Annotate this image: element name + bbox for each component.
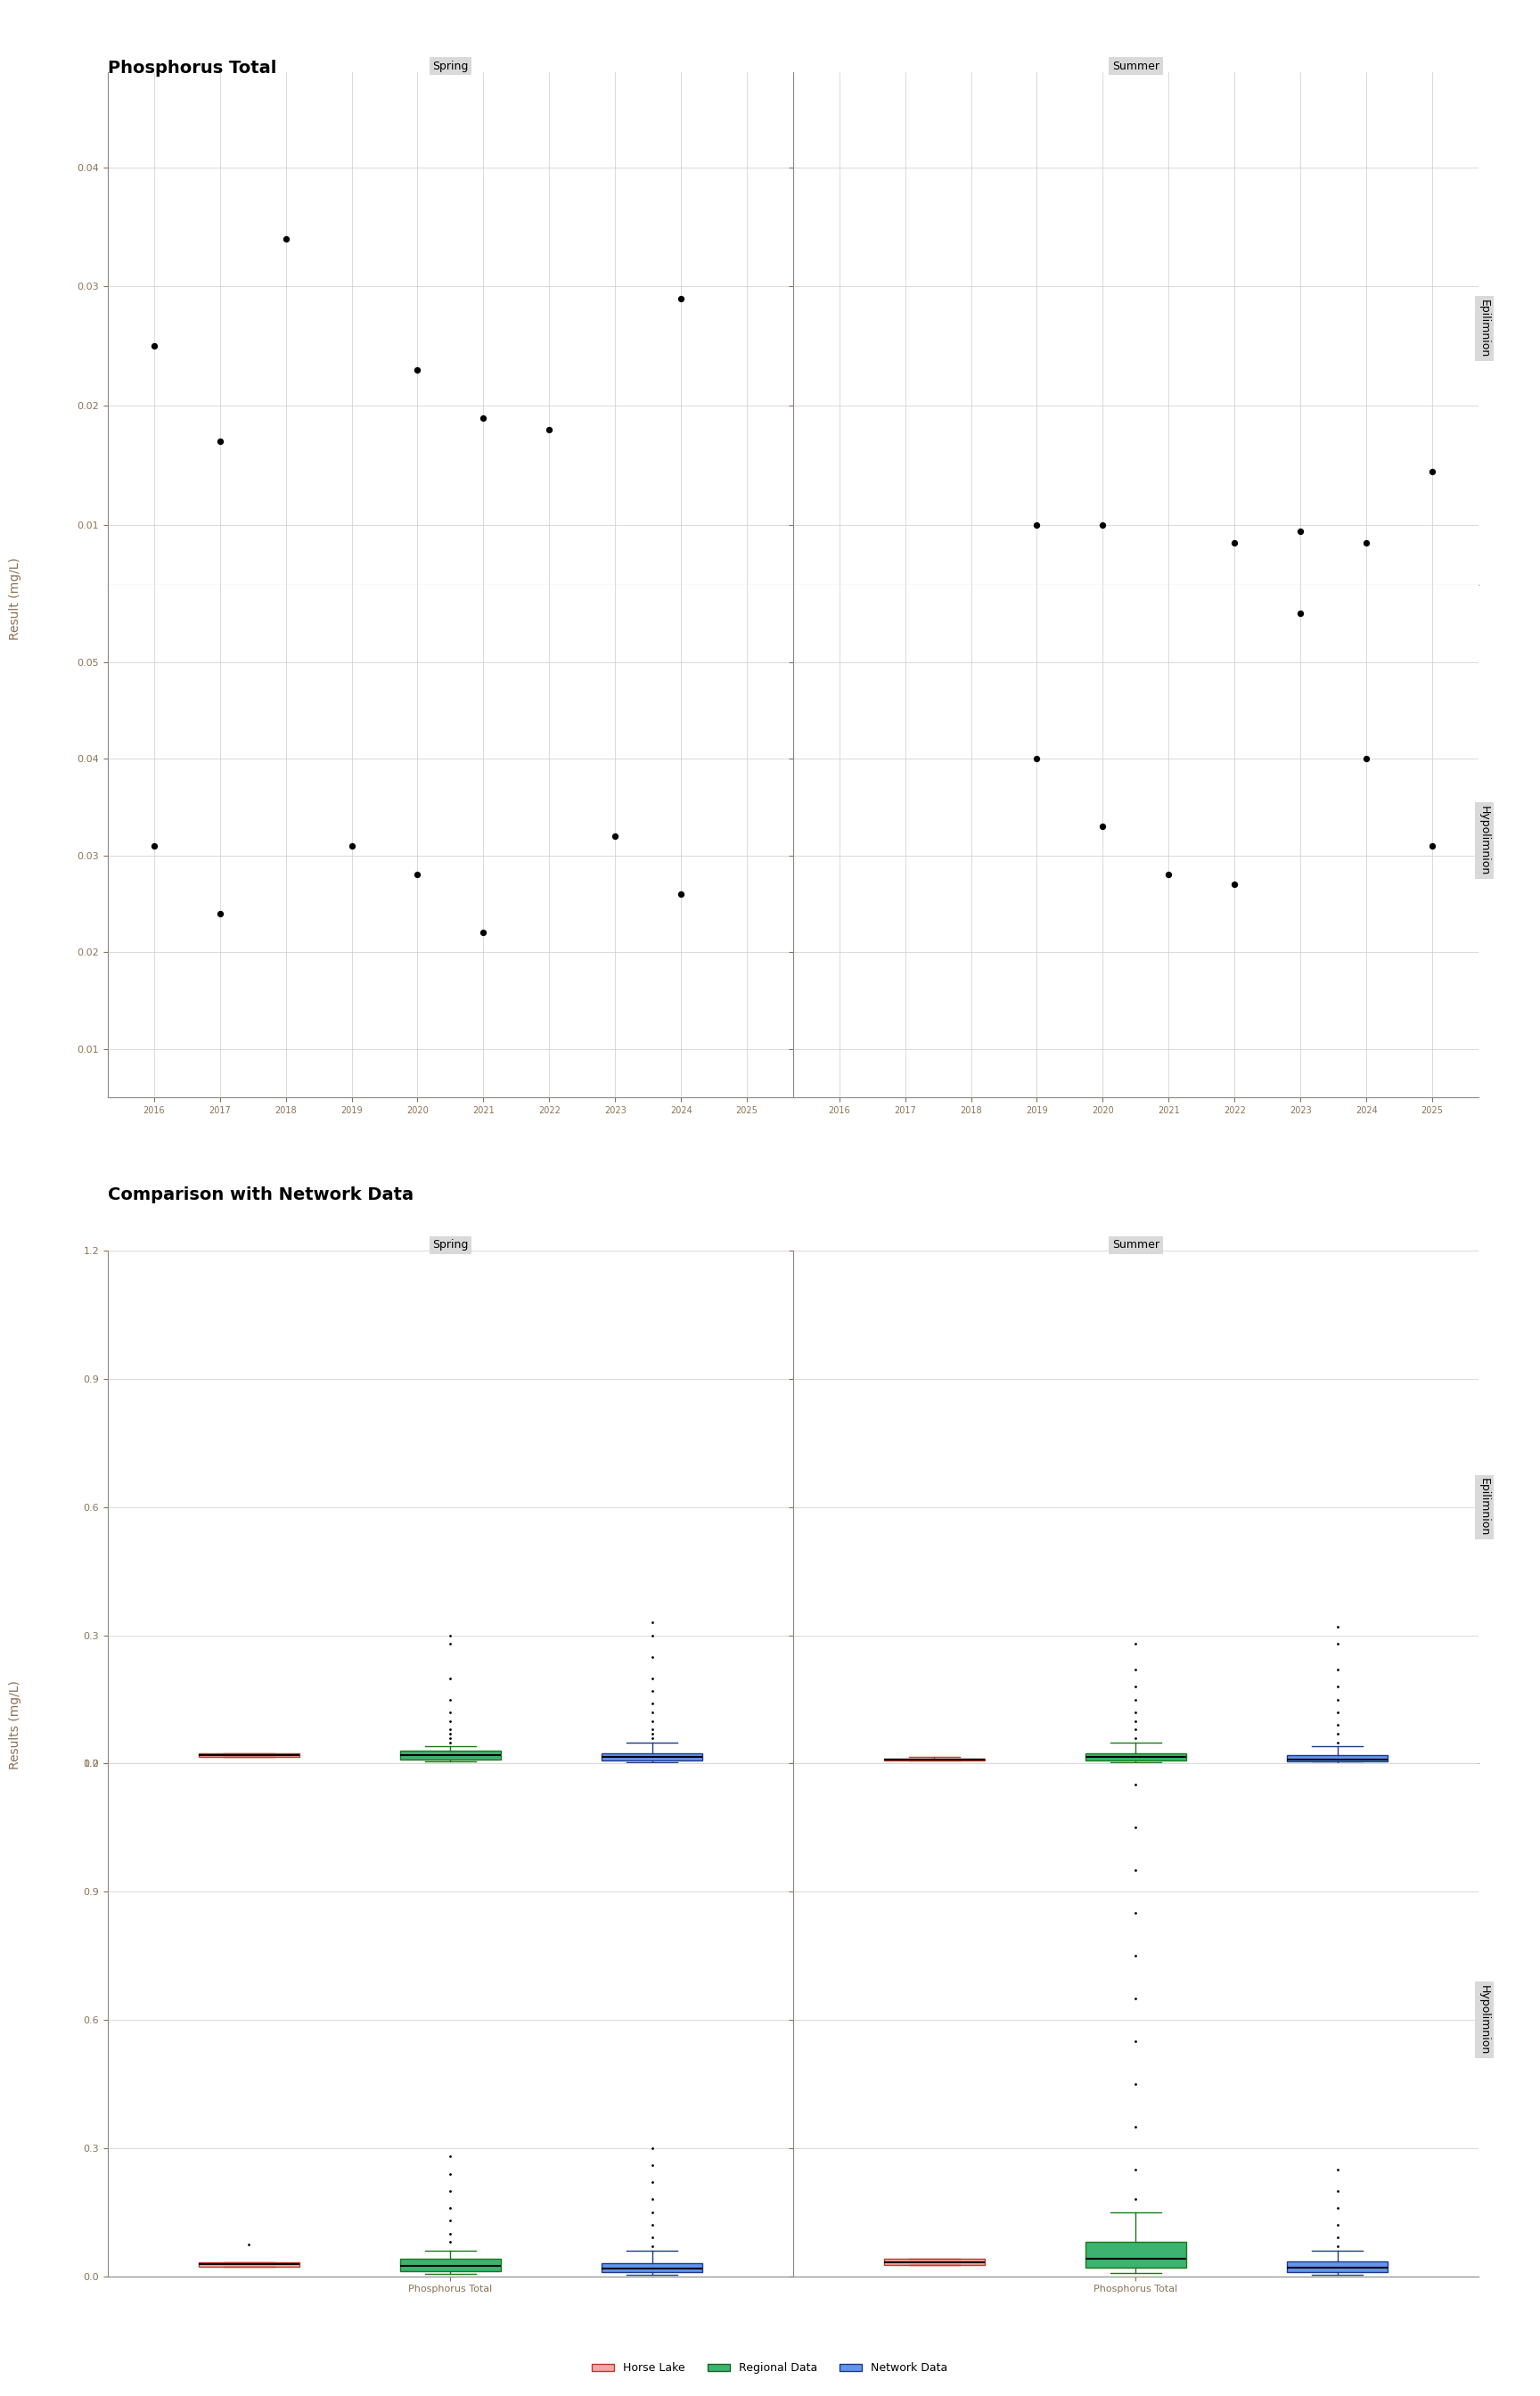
PathPatch shape (602, 1754, 702, 1761)
PathPatch shape (400, 1751, 501, 1759)
Point (208, 894, 233, 932)
Point (1420, 453, 1445, 491)
PathPatch shape (199, 2262, 299, 2267)
PathPatch shape (1086, 1754, 1186, 1761)
Text: Results (mg/L): Results (mg/L) (9, 1680, 22, 1771)
Point (1287, 594, 1312, 633)
Point (471, 913, 496, 951)
Point (1223, 525, 1247, 563)
Point (142, 827, 166, 865)
PathPatch shape (400, 2259, 501, 2271)
Point (668, 875, 693, 913)
Point (208, 422, 233, 460)
Text: Epilimnion: Epilimnion (1478, 1478, 1491, 1536)
PathPatch shape (1287, 2262, 1388, 2271)
Point (1354, 740, 1378, 779)
Text: Result (mg/L): Result (mg/L) (9, 558, 22, 640)
Point (1024, 740, 1049, 779)
PathPatch shape (199, 1754, 299, 1756)
Point (274, 220, 299, 259)
Text: Summer: Summer (1112, 1239, 1160, 1251)
Text: Epilimnion: Epilimnion (1478, 300, 1491, 357)
Legend: Horse Lake, Regional Data, Network Data: Horse Lake, Regional Data, Network Data (588, 2358, 952, 2379)
Point (339, 827, 363, 865)
Text: Summer: Summer (1112, 60, 1160, 72)
Point (405, 350, 430, 388)
Point (1287, 513, 1312, 551)
Point (602, 817, 627, 855)
Point (471, 398, 496, 436)
Point (537, 410, 562, 448)
Text: Hypolimnion: Hypolimnion (1478, 805, 1491, 875)
Text: Comparison with Network Data: Comparison with Network Data (108, 1186, 414, 1203)
PathPatch shape (1086, 2243, 1186, 2267)
Point (1090, 506, 1115, 544)
Point (668, 280, 693, 319)
Point (405, 855, 430, 894)
Text: Spring: Spring (433, 60, 468, 72)
Text: Hypolimnion: Hypolimnion (1478, 1984, 1491, 2056)
Point (1024, 506, 1049, 544)
Point (1420, 827, 1445, 865)
Point (1223, 865, 1247, 903)
PathPatch shape (602, 2264, 702, 2271)
Text: Phosphorus Total: Phosphorus Total (108, 60, 277, 77)
Point (1090, 807, 1115, 846)
PathPatch shape (884, 2259, 984, 2264)
Point (1354, 525, 1378, 563)
Text: Spring: Spring (433, 1239, 468, 1251)
Point (142, 326, 166, 364)
Point (1157, 855, 1181, 894)
PathPatch shape (1287, 1754, 1388, 1761)
